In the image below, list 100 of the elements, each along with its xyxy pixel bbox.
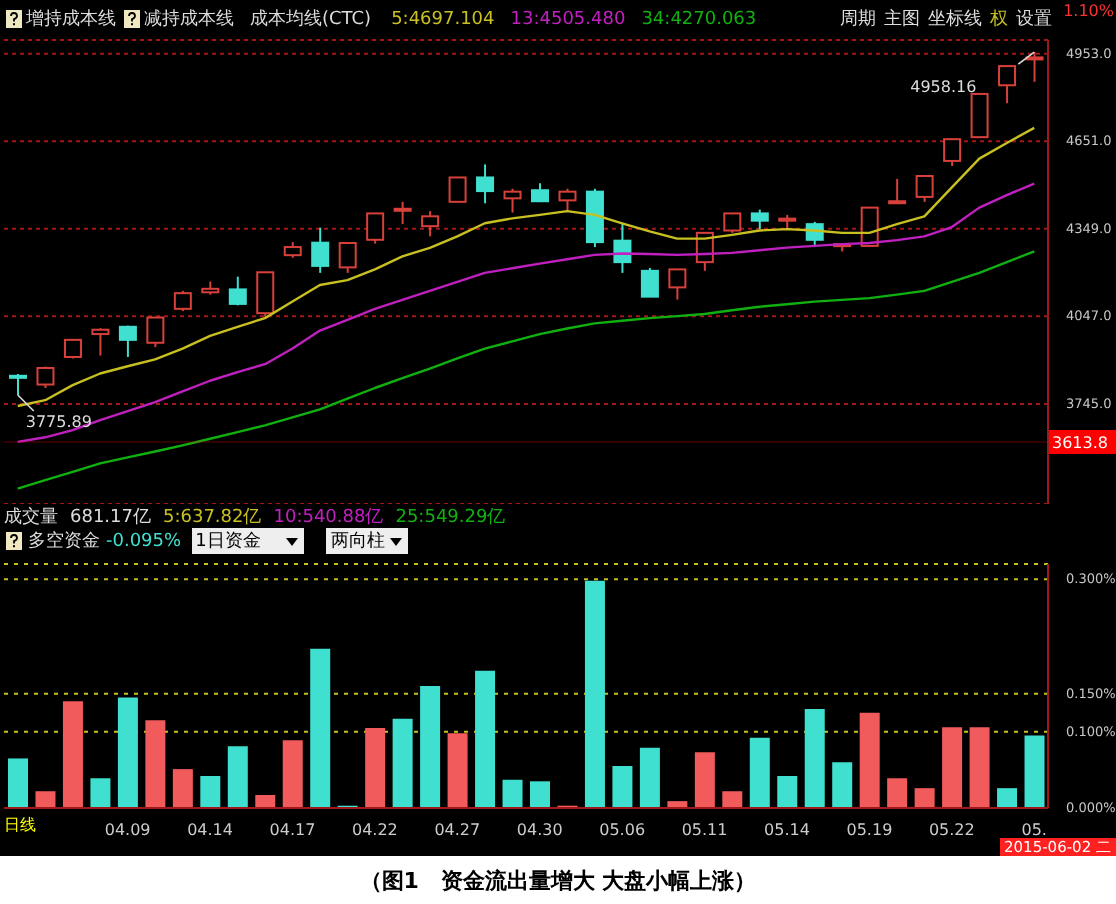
candlestick xyxy=(970,92,989,139)
bar xyxy=(1024,735,1045,808)
text: 5:637.82亿 xyxy=(163,506,262,530)
bar xyxy=(722,791,743,808)
x-tick-label: 04.27 xyxy=(434,821,481,840)
x-tick-label: 04.30 xyxy=(516,821,563,840)
bar xyxy=(447,733,468,808)
text: 主图 xyxy=(884,7,920,32)
candlestick xyxy=(640,266,659,298)
bar xyxy=(502,779,523,808)
candlestick xyxy=(118,324,137,358)
bar xyxy=(859,712,880,808)
bar xyxy=(227,746,248,808)
candlestick xyxy=(146,316,165,349)
candlestick xyxy=(998,65,1017,105)
text: 周期 xyxy=(840,7,876,32)
chart-title: 成本均线(CTC) xyxy=(250,7,372,32)
x-tick-label: 04.09 xyxy=(104,821,151,840)
x-tick-label: 05.22 xyxy=(928,821,975,840)
bar xyxy=(914,788,935,808)
text: 权 xyxy=(990,7,1008,32)
bar xyxy=(942,727,963,808)
bar xyxy=(584,580,605,808)
text: 25:549.29亿 xyxy=(395,506,506,530)
bar xyxy=(749,737,770,808)
bar xyxy=(310,648,331,808)
bar xyxy=(887,778,908,808)
candlestick xyxy=(448,176,467,203)
ref-line-label: 3613.8 xyxy=(1052,434,1108,452)
candlestick xyxy=(91,327,110,357)
bar xyxy=(392,718,413,808)
x-tick-label: 05.11 xyxy=(681,821,728,840)
bar xyxy=(90,778,111,808)
text: 5:4697.104 xyxy=(391,9,495,29)
bar xyxy=(969,727,990,808)
text: 1日资金 xyxy=(195,529,261,554)
bar xyxy=(420,686,441,808)
bar xyxy=(777,775,798,808)
text: 13:4505.480 xyxy=(510,9,626,29)
candlestick xyxy=(888,177,907,205)
line-series xyxy=(16,182,1036,444)
text: -0.095% xyxy=(106,531,182,551)
text: 10:540.88亿 xyxy=(273,506,384,530)
candlestick xyxy=(256,271,275,318)
bar xyxy=(172,769,193,808)
text: 减持成本线 xyxy=(144,7,234,32)
text: 日线 xyxy=(4,814,36,836)
bar xyxy=(282,740,303,808)
line-series xyxy=(16,250,1036,490)
x-tick-label: 04.14 xyxy=(187,821,233,840)
candlestick xyxy=(668,268,687,301)
x-tick-label: 04.22 xyxy=(351,821,398,840)
text: 34:4270.063 xyxy=(641,9,757,29)
candlestick xyxy=(558,187,577,213)
x-tick-label: 04.17 xyxy=(269,821,316,840)
candlestick xyxy=(476,163,495,205)
annotation: 3775.89 xyxy=(25,412,92,431)
x-tick-label: 05.19 xyxy=(846,821,893,840)
bar xyxy=(612,766,633,808)
x-tick-label: 05.06 xyxy=(599,821,646,840)
candlestick xyxy=(311,226,330,274)
candlestick xyxy=(943,138,962,167)
candlestick xyxy=(1025,51,1044,83)
x-tick-label: 05.14 xyxy=(764,821,810,840)
bar xyxy=(530,781,550,808)
candlestick xyxy=(503,187,522,214)
text: 设置 xyxy=(1016,7,1052,32)
bar xyxy=(255,795,276,808)
bar xyxy=(62,701,83,808)
text: 681.17亿 xyxy=(70,506,151,530)
bar xyxy=(997,788,1018,808)
candlestick xyxy=(723,212,742,234)
candlestick xyxy=(228,275,247,307)
bar xyxy=(200,775,221,808)
text: 成交量 xyxy=(4,505,58,530)
text: 坐标线 xyxy=(928,7,982,32)
bar xyxy=(475,670,496,808)
bar xyxy=(639,747,660,808)
bar xyxy=(145,720,166,808)
line-series xyxy=(16,126,1036,408)
text: 两向柱 xyxy=(330,529,385,554)
bar xyxy=(35,791,56,808)
x-tick-label: 05. xyxy=(1021,821,1047,840)
candlestick xyxy=(366,212,385,245)
text: 增持成本线 xyxy=(26,7,116,32)
text: 1.10% xyxy=(1063,2,1114,20)
bar xyxy=(694,752,715,808)
bar xyxy=(832,762,853,808)
bar xyxy=(804,708,825,808)
candlestick xyxy=(421,210,440,238)
bar xyxy=(117,697,138,808)
candlestick xyxy=(915,175,934,203)
candlestick xyxy=(338,242,357,274)
text: （图1 资金流出量增大 大盘小幅上涨） xyxy=(357,866,759,896)
annotation: 4958.16 xyxy=(910,78,977,97)
bar xyxy=(8,758,28,808)
candlestick xyxy=(9,373,27,396)
candlestick xyxy=(750,208,769,231)
candlestick xyxy=(173,289,192,313)
candlestick xyxy=(393,200,412,226)
